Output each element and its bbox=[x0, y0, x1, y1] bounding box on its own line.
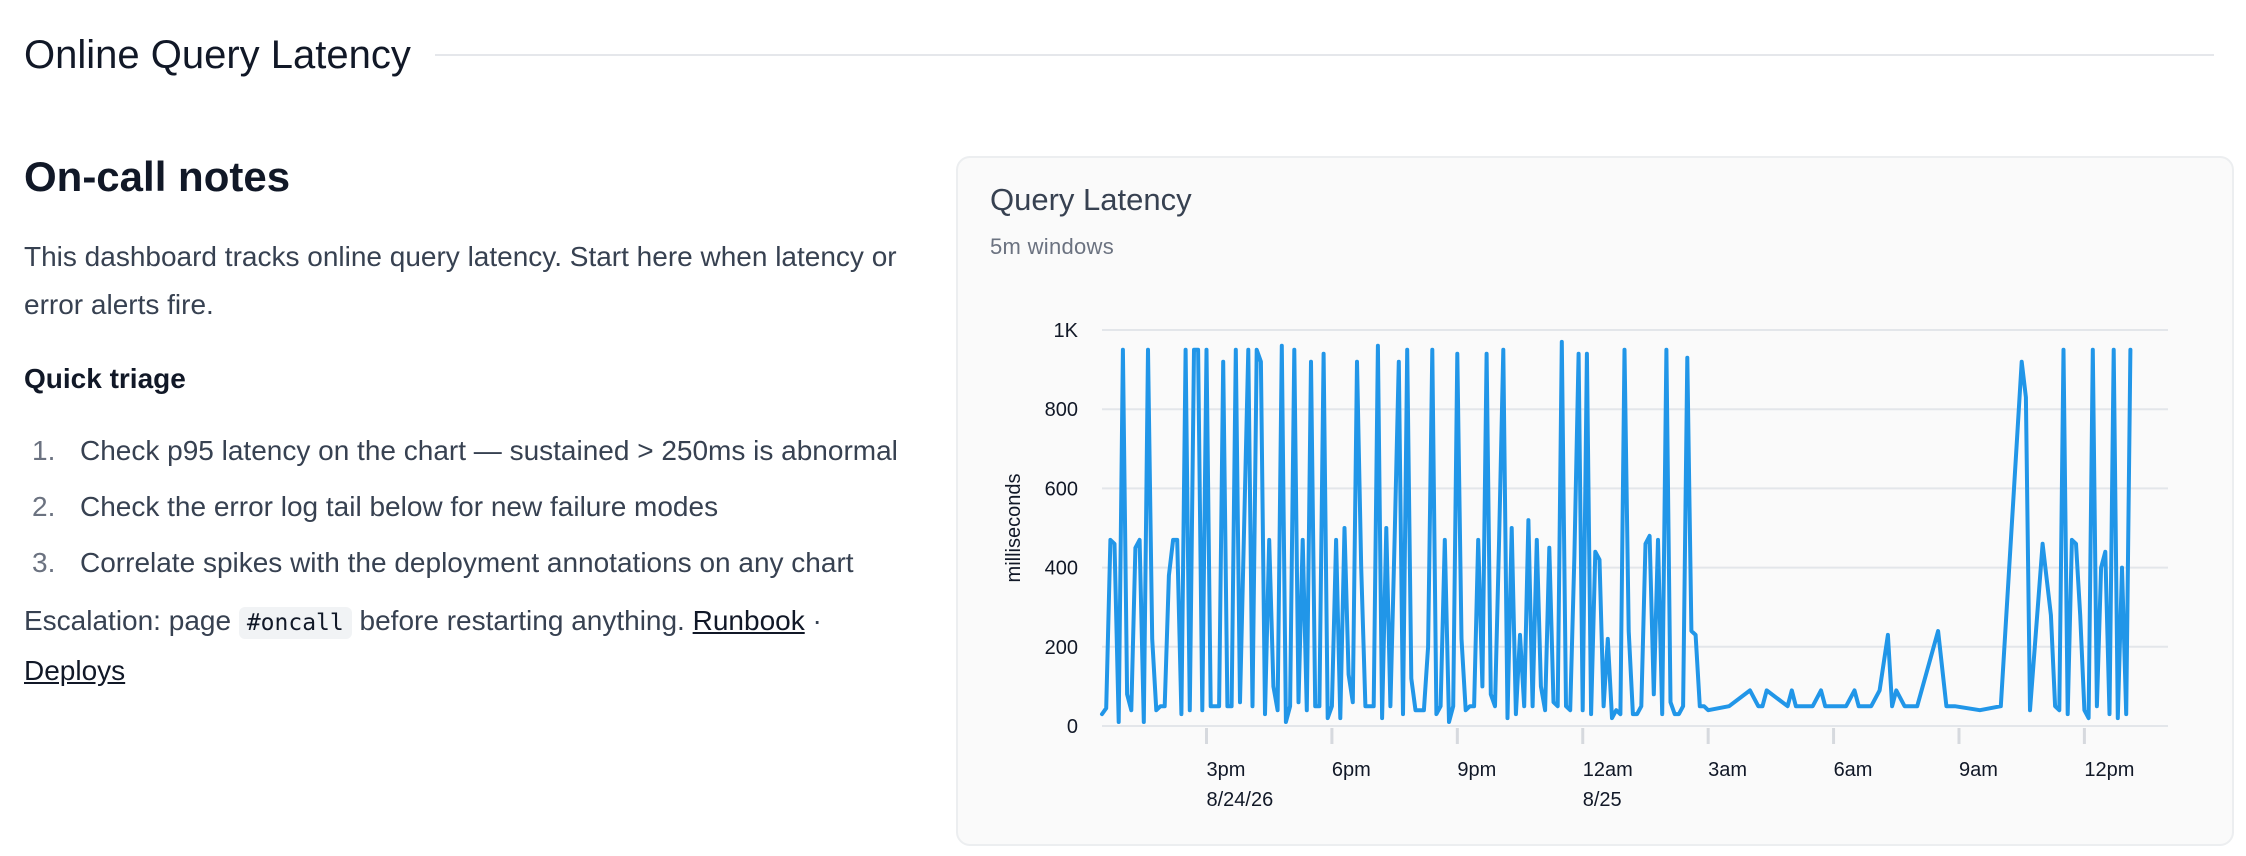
step-text: Check p95 latency on the chart — sustain… bbox=[80, 434, 898, 466]
latency-series-line bbox=[1100, 339, 2133, 724]
chart-subtitle: 5m windows bbox=[990, 234, 1115, 259]
x-tick-label: 9am bbox=[1959, 759, 1998, 781]
latency-line-chart: 0 200 400 600 800 1K 3pm 8/24/26 6pm 9pm 12am 8/25 3… bbox=[1003, 320, 2168, 811]
notes-intro: This dashboard tracks online query laten… bbox=[24, 240, 897, 320]
link-separator: · bbox=[804, 604, 822, 636]
step-number: 1. bbox=[32, 434, 56, 466]
x-tick-label: 6am bbox=[1834, 759, 1873, 781]
step-text: Correlate spikes with the deployment ann… bbox=[80, 546, 854, 578]
y-axis-title: milliseconds bbox=[1003, 474, 1025, 583]
x-tick-label: 12pm bbox=[2084, 759, 2134, 781]
header-divider bbox=[434, 54, 2214, 56]
oncall-channel-code: #oncall bbox=[238, 606, 352, 639]
y-tick-label: 400 bbox=[1045, 558, 1078, 580]
y-tick-label: 200 bbox=[1045, 637, 1078, 659]
deploys-link[interactable]: Deploys bbox=[24, 654, 126, 686]
query-latency-chart-card: Query Latency 5m windows 0 200 400 600 800 1K… bbox=[956, 156, 2234, 846]
escalation-middle: before restarting anything. bbox=[351, 604, 693, 636]
y-tick-label: 1K bbox=[1054, 320, 1079, 342]
triage-step: 3. Correlate spikes with the deployment … bbox=[24, 539, 904, 587]
y-tick-label: 600 bbox=[1045, 478, 1078, 500]
step-text: Check the error log tail below for new f… bbox=[80, 490, 719, 522]
triage-list: 1. Check p95 latency on the chart — sust… bbox=[24, 427, 904, 587]
page-title: Online Query Latency bbox=[24, 32, 411, 77]
escalation-note: Escalation: page #oncall before restarti… bbox=[24, 597, 904, 695]
x-tick-label: 12am bbox=[1583, 759, 1633, 781]
chart-title: Query Latency bbox=[990, 182, 1192, 217]
x-tick-date-label: 8/24/26 bbox=[1207, 789, 1274, 811]
x-tick-label: 3am bbox=[1708, 759, 1747, 781]
x-tick-label: 3pm bbox=[1207, 759, 1246, 781]
y-tick-label: 800 bbox=[1045, 399, 1078, 421]
runbook-link[interactable]: Runbook bbox=[692, 604, 805, 636]
y-tick-label: 0 bbox=[1067, 716, 1078, 738]
notes-heading: On-call notes bbox=[24, 153, 291, 200]
x-tick-label: 6pm bbox=[1332, 759, 1371, 781]
step-number: 2. bbox=[32, 490, 56, 522]
x-tick-date-label: 8/25 bbox=[1583, 789, 1622, 811]
on-call-notes-panel: On-call notes This dashboard tracks onli… bbox=[24, 150, 904, 695]
page-header: Online Query Latency bbox=[24, 22, 2214, 88]
x-tick-label: 9pm bbox=[1457, 759, 1496, 781]
escalation-prefix: Escalation: page bbox=[24, 604, 239, 636]
triage-heading: Quick triage bbox=[24, 362, 186, 394]
triage-step: 2. Check the error log tail below for ne… bbox=[24, 483, 904, 531]
triage-step: 1. Check p95 latency on the chart — sust… bbox=[24, 427, 904, 475]
step-number: 3. bbox=[32, 546, 56, 578]
